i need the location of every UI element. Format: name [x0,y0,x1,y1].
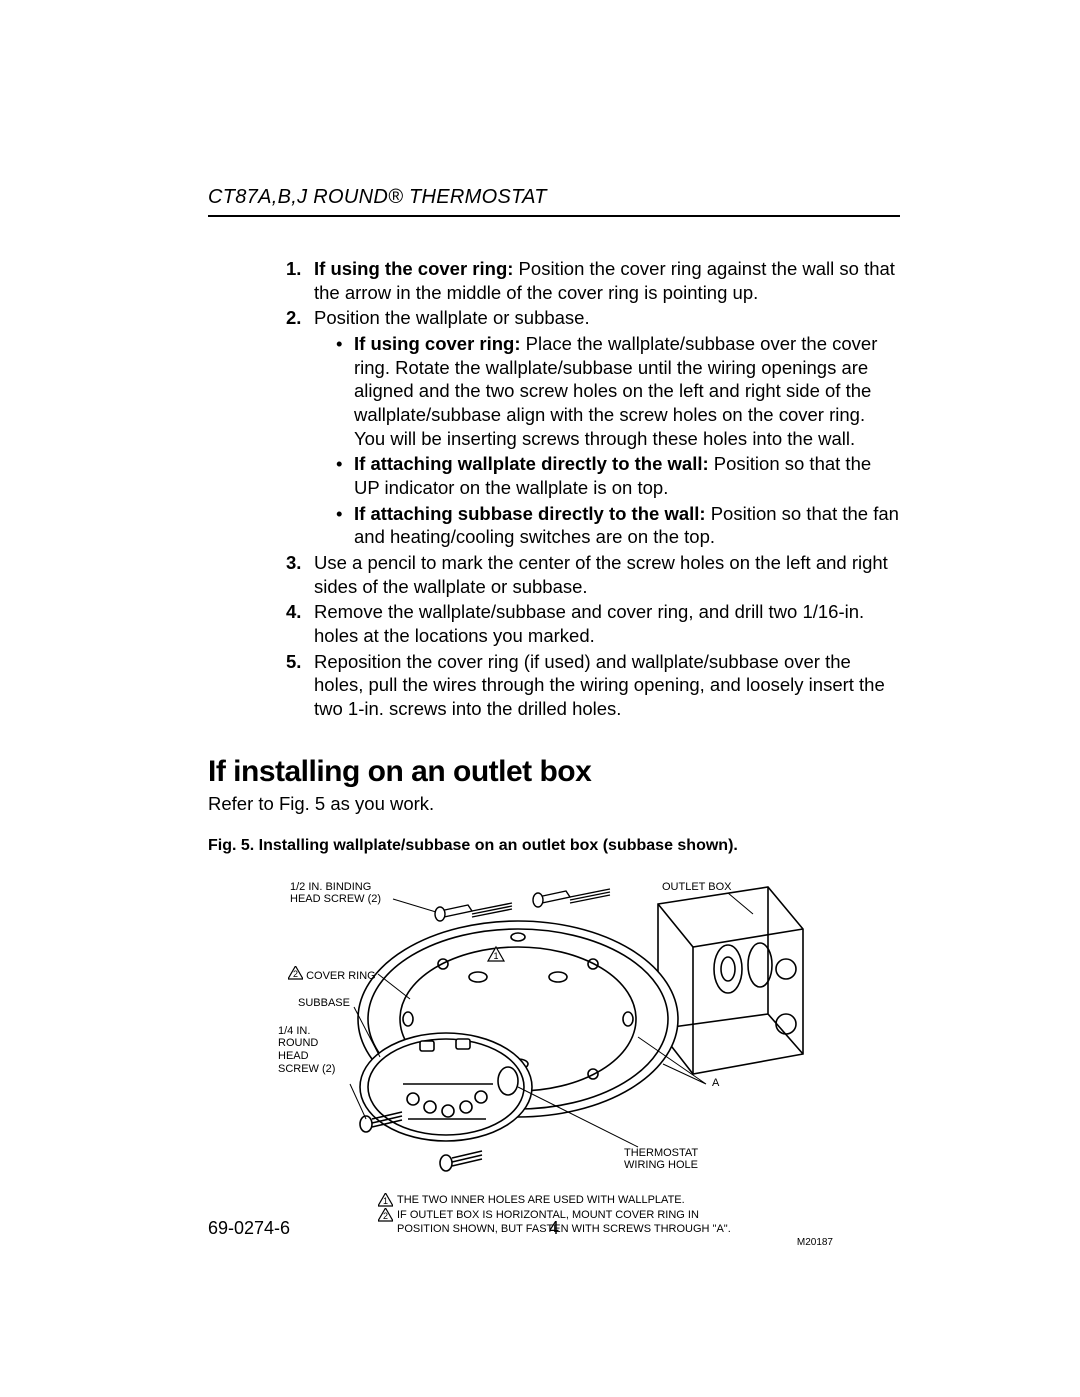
label-round-screw-l4: SCREW (2) [278,1063,335,1075]
label-round-screw-l2: ROUND [278,1037,318,1049]
svg-text:2: 2 [293,969,298,979]
footnote-1-text: THE TWO INNER HOLES ARE USED WITH WALLPL… [397,1193,685,1208]
document-page: CT87A,B,J ROUND® THERMOSTAT If using the… [0,0,1080,1397]
note-1-icon: 1 [378,1193,393,1207]
label-round-screw-l3: HEAD [278,1050,309,1062]
label-cover-ring-text: COVER RING [306,970,376,982]
instruction-list: If using the cover ring: Position the co… [286,257,900,721]
label-outlet-box: OUTLET BOX [662,881,731,894]
label-subbase: SUBBASE [298,997,350,1010]
svg-text:1: 1 [383,1196,388,1206]
refer-text: Refer to Fig. 5 as you work. [208,793,900,815]
step-4: Remove the wallplate/subbase and cover r… [286,600,900,647]
step-1: If using the cover ring: Position the co… [286,257,900,304]
step-2-sublist: If using cover ring: Place the wallplate… [314,332,900,549]
note-2-icon: 2 [288,966,303,980]
label-thermo-l2: WIRING HOLE [624,1159,698,1171]
page-number: 4 [549,1218,559,1239]
label-thermo-l1: THERMOSTAT [624,1147,698,1159]
label-binding-screw: 1/2 IN. BINDING HEAD SCREW (2) [290,881,381,906]
label-thermostat-hole: THERMOSTAT WIRING HOLE [624,1147,698,1172]
step-2: Position the wallplate or subbase. If us… [286,306,900,549]
label-a: A [712,1077,719,1090]
step-5: Reposition the cover ring (if used) and … [286,650,900,721]
step-2-b3: If attaching subbase directly to the wal… [336,502,900,549]
label-round-screw: 1/4 IN. ROUND HEAD SCREW (2) [278,1025,335,1076]
figure-caption: Fig. 5. Installing wallplate/subbase on … [208,837,900,855]
step-1-lead: If using the cover ring: [314,258,513,279]
figure-5: 1 1/2 IN. BINDING HEAD SCREW (2) OUTLET … [208,869,908,1249]
label-round-screw-l1: 1/4 IN. [278,1025,310,1037]
doc-number: 69-0274-6 [208,1218,290,1238]
label-binding-screw-l1: 1/2 IN. BINDING [290,881,371,893]
step-2-b1: If using cover ring: Place the wallplate… [336,332,900,450]
step-2-b2-lead: If attaching wallplate directly to the w… [354,453,709,474]
label-cover-ring: 2 COVER RING [288,966,376,983]
label-binding-screw-l2: HEAD SCREW (2) [290,893,381,905]
step-2-b3-lead: If attaching subbase directly to the wal… [354,503,706,524]
svg-text:1: 1 [493,951,498,961]
step-2-b2: If attaching wallplate directly to the w… [336,452,900,499]
step-3: Use a pencil to mark the center of the s… [286,551,900,598]
step-2-intro: Position the wallplate or subbase. [314,307,590,328]
page-footer: 69-0274-6 4 [208,1218,900,1239]
page-header: CT87A,B,J ROUND® THERMOSTAT [208,186,900,217]
step-2-b1-lead: If using cover ring: [354,333,521,354]
footnote-1: 1 THE TWO INNER HOLES ARE USED WITH WALL… [378,1193,808,1208]
section-heading: If installing on an outlet box [208,755,900,789]
